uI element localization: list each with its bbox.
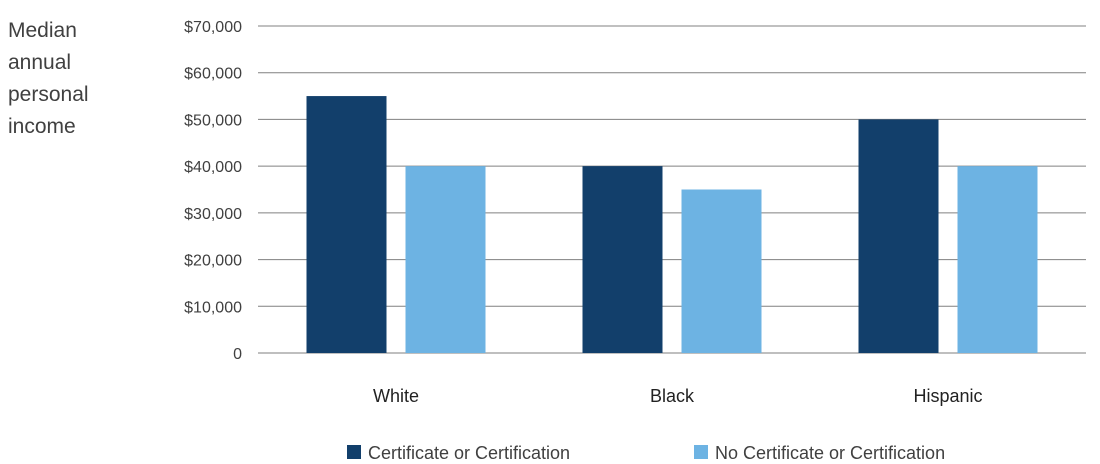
gridlines <box>258 25 1086 354</box>
legend-swatch <box>694 445 708 459</box>
bars <box>306 96 1038 354</box>
y-axis-label-line: annual <box>8 51 71 74</box>
y-axis-ticks: 0 $10,000 $20,000 $30,000 $40,000 $50,000 $60,… <box>184 19 242 363</box>
legend-label: Certificate or Certification <box>368 443 570 463</box>
x-axis-ticks: White Black Hispanic <box>373 386 983 406</box>
x-tick-label: Hispanic <box>913 386 982 406</box>
y-axis-label-line: income <box>8 115 76 138</box>
bar-hispanic-certificate <box>858 119 939 353</box>
bar-hispanic-no-certificate <box>957 166 1038 353</box>
y-tick-label: 0 <box>233 346 242 363</box>
y-tick-label: $20,000 <box>184 253 242 270</box>
bar-white-certificate <box>306 96 387 354</box>
y-tick-label: $10,000 <box>184 299 242 316</box>
bar-white-no-certificate <box>405 166 486 353</box>
y-tick-label: $60,000 <box>184 66 242 83</box>
y-axis-label-line: Median <box>8 19 77 42</box>
y-tick-label: $70,000 <box>184 19 242 36</box>
y-axis-label-line: personal <box>8 83 89 106</box>
legend-label: No Certificate or Certification <box>715 443 945 463</box>
legend: Certificate or Certification No Certifica… <box>347 443 945 463</box>
x-tick-label: White <box>373 386 419 406</box>
bar-black-certificate <box>582 166 663 353</box>
bar-black-no-certificate <box>681 189 762 353</box>
y-axis-label: Median annual personal income <box>8 19 89 138</box>
x-tick-label: Black <box>650 386 695 406</box>
y-tick-label: $50,000 <box>184 112 242 129</box>
y-tick-label: $40,000 <box>184 159 242 176</box>
legend-swatch <box>347 445 361 459</box>
y-tick-label: $30,000 <box>184 206 242 223</box>
